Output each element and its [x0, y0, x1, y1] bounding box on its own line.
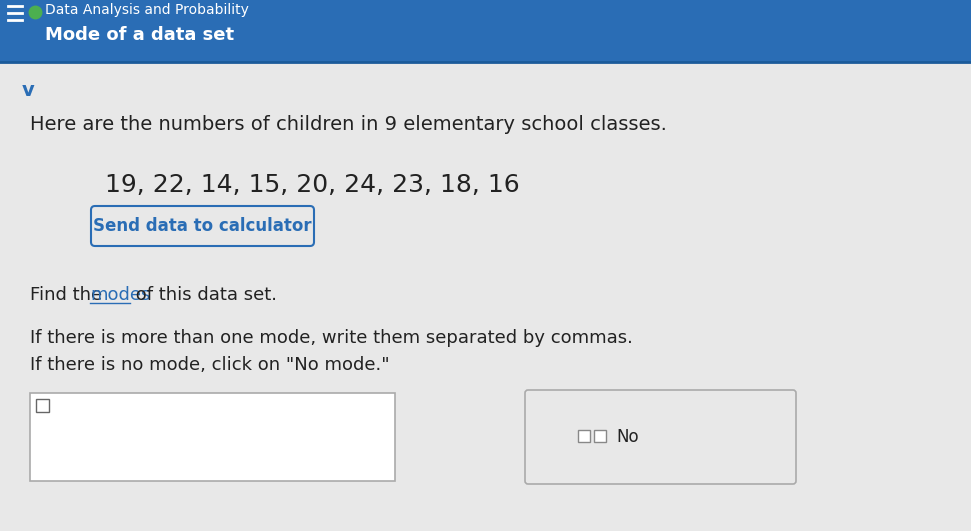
Text: If there is no mode, click on "No mode.": If there is no mode, click on "No mode.": [30, 356, 389, 374]
Text: 19, 22, 14, 15, 20, 24, 23, 18, 16: 19, 22, 14, 15, 20, 24, 23, 18, 16: [105, 173, 519, 197]
Text: of this data set.: of this data set.: [130, 286, 277, 304]
Text: Find the: Find the: [30, 286, 108, 304]
Text: Mode of a data set: Mode of a data set: [45, 26, 234, 44]
Text: modes: modes: [90, 286, 151, 304]
Text: No: No: [616, 428, 639, 446]
FancyBboxPatch shape: [30, 393, 395, 481]
Text: Send data to calculator: Send data to calculator: [93, 217, 312, 235]
Text: v: v: [21, 81, 34, 99]
FancyBboxPatch shape: [594, 430, 606, 442]
FancyBboxPatch shape: [91, 206, 314, 246]
FancyBboxPatch shape: [525, 390, 796, 484]
Text: Data Analysis and Probability: Data Analysis and Probability: [45, 3, 249, 17]
FancyBboxPatch shape: [36, 399, 49, 412]
Text: Here are the numbers of children in 9 elementary school classes.: Here are the numbers of children in 9 el…: [30, 116, 667, 134]
FancyBboxPatch shape: [578, 430, 590, 442]
Text: If there is more than one mode, write them separated by commas.: If there is more than one mode, write th…: [30, 329, 633, 347]
FancyBboxPatch shape: [0, 0, 971, 62]
